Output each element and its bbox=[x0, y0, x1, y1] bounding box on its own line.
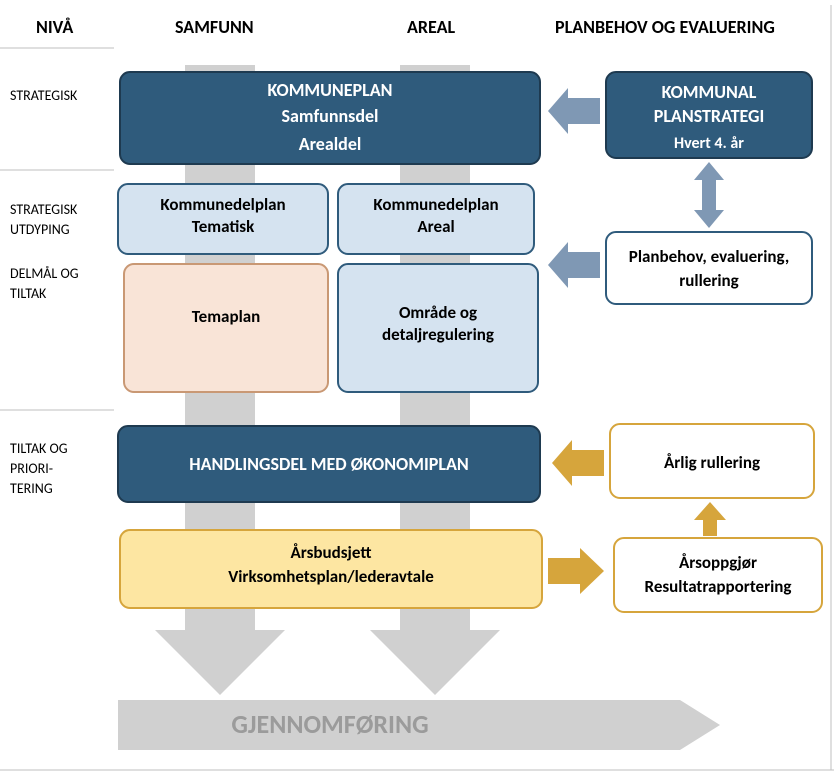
arrow-arlig-left bbox=[552, 440, 604, 486]
arlig-rullering-line1: Årlig rullering bbox=[664, 452, 760, 473]
label-strategisk-utdyping-2: UTDYPING bbox=[10, 221, 70, 238]
arsbudsjett-line1: Årsbudsjett bbox=[290, 542, 371, 563]
kommunedelplan-tematisk-line2: Tematisk bbox=[192, 216, 255, 237]
kommunal-planstrategi-title: KOMMUNAL bbox=[662, 81, 757, 103]
planbehov-evaluering-line1: Planbehov, evaluering, bbox=[629, 246, 789, 267]
temaplan-line1: Temaplan bbox=[192, 306, 261, 327]
kommunedelplan-tematisk-line1: Kommunedelplan bbox=[160, 194, 285, 215]
arrow-double-vertical bbox=[694, 162, 724, 228]
label-strategisk: STRATEGISK bbox=[10, 87, 78, 104]
label-delmal-1: DELMÅL OG bbox=[10, 265, 79, 282]
arsbudsjett-line2: Virksomhetsplan/lederavtale bbox=[228, 566, 434, 587]
label-tiltak-2: PRIORI- bbox=[10, 460, 53, 477]
label-strategisk-utdyping-1: STRATEGISK bbox=[10, 201, 78, 218]
handlingsdel-line1: HANDLINGSDEL MED ØKONOMIPLAN bbox=[189, 453, 468, 475]
label-tiltak-3: TERING bbox=[10, 480, 53, 497]
temaplan-box bbox=[124, 264, 328, 392]
arsoppgjor-box bbox=[614, 538, 822, 612]
arrow-arsoppgjor-up bbox=[694, 502, 726, 536]
planbehov-evaluering-line2: rullering bbox=[679, 270, 738, 291]
kommuneplan-line3: Arealdel bbox=[299, 133, 362, 155]
arrow-arsbudsjett-right bbox=[548, 548, 604, 594]
kommunedelplan-areal-line2: Areal bbox=[417, 216, 454, 237]
diagram-canvas: NIVÅ SAMFUNN AREAL PLANBEHOV OG EVALUERI… bbox=[0, 0, 834, 777]
planbehov-evaluering-box bbox=[606, 232, 812, 304]
label-tiltak-1: TILTAK OG bbox=[10, 440, 68, 457]
header-samfunn: SAMFUNN bbox=[175, 16, 254, 38]
label-delmal-2: TILTAK bbox=[10, 285, 47, 302]
kommunal-planstrategi-line2: PLANSTRATEGI bbox=[654, 105, 765, 127]
omrade-line1: Område og bbox=[399, 302, 477, 323]
omrade-line2: detaljregulering bbox=[382, 324, 494, 345]
kommunedelplan-areal-line1: Kommunedelplan bbox=[373, 194, 498, 215]
arsoppgjor-line2: Resultatrapportering bbox=[645, 576, 792, 597]
header-nivaa: NIVÅ bbox=[36, 16, 73, 38]
header-planbehov: PLANBEHOV OG EVALUERING bbox=[555, 16, 775, 38]
header-areal: AREAL bbox=[407, 16, 456, 38]
kommuneplan-line2: Samfunnsdel bbox=[282, 105, 379, 127]
arrow-planbehov-left bbox=[548, 242, 600, 288]
kommunal-planstrategi-line3: Hvert 4. år bbox=[674, 134, 744, 153]
gjennomforing-label: GJENNOMFØRING bbox=[231, 708, 428, 740]
arsoppgjor-line1: Årsoppgjør bbox=[679, 552, 757, 573]
arrow-planstrategi-to-kommuneplan bbox=[548, 88, 600, 134]
kommuneplan-title: KOMMUNEPLAN bbox=[267, 79, 392, 101]
